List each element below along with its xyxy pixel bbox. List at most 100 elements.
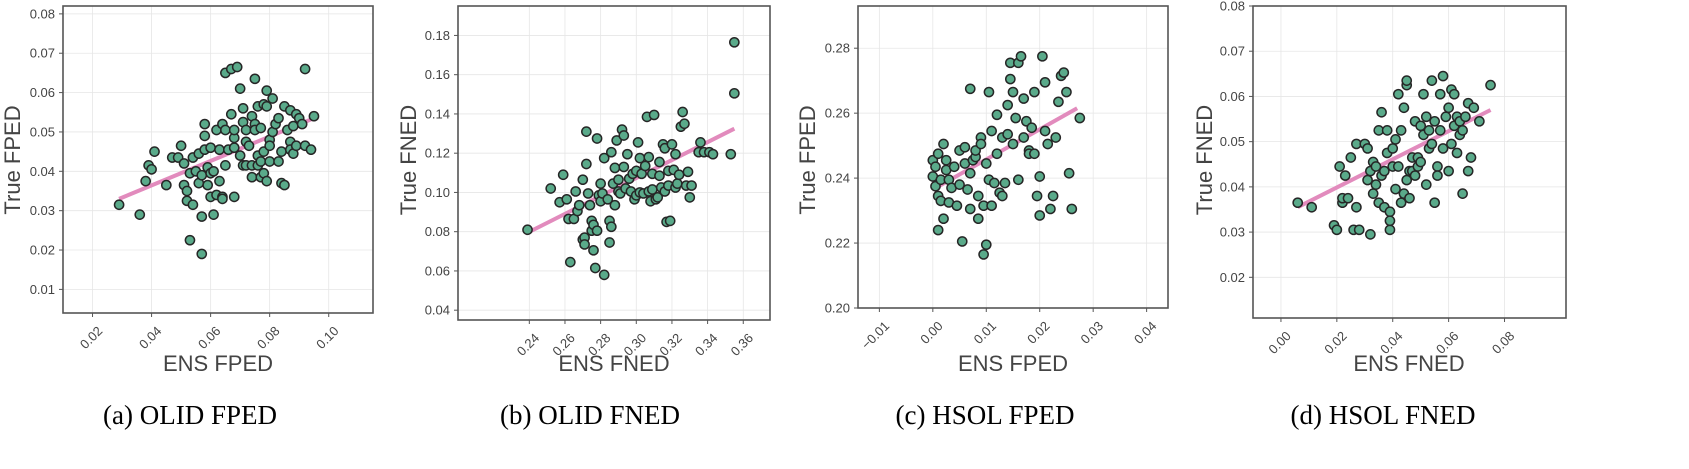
y-tick-label: 0.10 [425, 185, 450, 200]
x-tick-label: 0.10 [313, 323, 342, 352]
data-point [1390, 183, 1401, 195]
data-point [1362, 143, 1373, 154]
data-point [996, 190, 1008, 202]
plot-frame [62, 5, 374, 314]
y-tick-label: 0.04 [1220, 179, 1245, 194]
data-point [975, 138, 987, 150]
y-tick-label: 0.07 [1220, 44, 1245, 59]
data-point [962, 184, 973, 195]
data-point [202, 179, 214, 191]
data-point [1342, 192, 1354, 204]
data-point [964, 167, 976, 179]
y-tick-label: 0.14 [425, 106, 450, 121]
data-point [214, 175, 225, 187]
data-point [677, 106, 688, 118]
x-tick-label: 0.08 [1489, 328, 1518, 357]
data-point [240, 124, 252, 136]
x-tick-label: 0.24 [514, 330, 543, 359]
regression-line [931, 106, 1079, 192]
data-point [1429, 197, 1441, 209]
data-point [134, 209, 146, 220]
data-point [959, 141, 971, 153]
data-point [267, 93, 278, 104]
data-point [1418, 88, 1429, 100]
data-point [1468, 102, 1480, 114]
data-point [588, 244, 599, 256]
data-point [1440, 111, 1452, 123]
y-tick-label: 0.24 [825, 171, 850, 186]
y-axis-label: True FPED [795, 105, 820, 214]
data-point [684, 191, 696, 203]
data-point [673, 169, 685, 181]
data-point [1018, 132, 1030, 143]
data-point [237, 102, 249, 114]
y-axis-label: True FNED [1192, 105, 1217, 215]
data-point [728, 36, 740, 48]
subfigure-caption: (d) HSOL FNED [1291, 400, 1476, 430]
y-tick-label: 0.22 [825, 236, 850, 251]
data-point [1007, 86, 1019, 98]
data-point [573, 199, 585, 211]
data-point [964, 203, 976, 215]
data-point [1053, 96, 1064, 108]
data-point [255, 122, 267, 134]
data-point [113, 199, 125, 211]
data-point [1039, 76, 1051, 88]
data-point [1002, 128, 1014, 140]
data-point [940, 154, 952, 166]
data-point [1423, 124, 1435, 136]
subfigure-caption: (b) OLID FNED [500, 400, 680, 430]
data-point [217, 193, 228, 205]
data-point [261, 101, 273, 112]
x-axis-label: ENS FPED [163, 351, 273, 376]
data-point [1029, 148, 1040, 160]
data-point [290, 140, 302, 152]
data-point [1432, 170, 1443, 181]
data-point [666, 139, 678, 150]
data-point [1384, 206, 1396, 218]
x-axis-label: ENS FPED [958, 351, 1068, 376]
data-point [648, 109, 660, 121]
data-point [1460, 111, 1471, 123]
data-point [279, 179, 290, 191]
data-point [679, 118, 690, 130]
data-point [582, 188, 594, 199]
data-point [220, 124, 231, 136]
data-point [1004, 73, 1016, 85]
scatter-panel-4: 0.00 0.02 0.04 0.06 0.080.020.030.040.050.06… [1192, 0, 1567, 430]
data-point [1415, 156, 1427, 168]
scatter-panel-1: 0.02 0.04 0.06 0.08 0.10 0.01 0.02 0.03 0.04 0.05… [0, 5, 374, 430]
data-point [1392, 88, 1404, 100]
data-point [1012, 174, 1024, 186]
data-point [1029, 86, 1040, 98]
data-point [664, 215, 676, 227]
data-point [591, 133, 603, 144]
data-point [1381, 124, 1393, 136]
data-point [1026, 122, 1038, 134]
data-point [1015, 50, 1027, 62]
y-tick-label: 0.02 [1220, 270, 1245, 285]
data-point [264, 156, 276, 167]
data-point [1367, 188, 1379, 200]
data-point [1420, 111, 1432, 123]
y-tick-label: 0.28 [825, 41, 850, 56]
x-tick-label: −0.01 [858, 318, 892, 352]
data-point [1061, 86, 1072, 98]
data-point [581, 158, 592, 170]
data-point [1039, 125, 1051, 137]
data-point [1292, 197, 1304, 209]
data-point [276, 146, 287, 157]
data-point [1474, 115, 1485, 127]
data-point [1378, 165, 1390, 177]
x-tick-label: 0.08 [254, 323, 283, 352]
data-point [643, 151, 655, 163]
data-point [228, 191, 240, 203]
data-point [1306, 201, 1318, 213]
data-point [1384, 224, 1396, 236]
data-point [670, 148, 681, 160]
data-point [938, 138, 949, 150]
data-point [980, 158, 992, 169]
data-point [579, 239, 590, 250]
data-point [728, 87, 740, 99]
data-point [570, 186, 582, 197]
